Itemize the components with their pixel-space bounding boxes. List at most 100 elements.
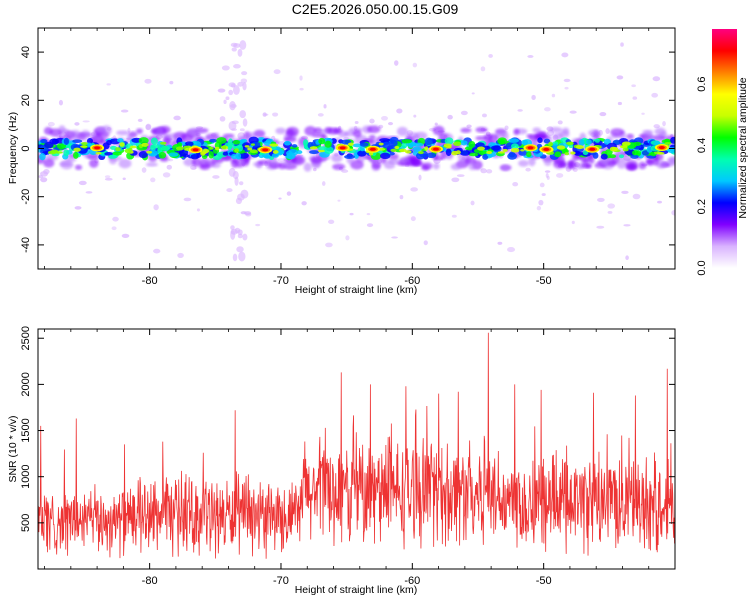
spectrogram-xlabel: Height of straight line (km) <box>295 284 418 296</box>
spectrogram-speckle <box>82 120 90 123</box>
spectrogram-halo <box>537 132 546 139</box>
spectrogram-speckle <box>223 99 227 105</box>
colorbar: 0.0 0.2 0.4 0.6 Normalized spectral amplitu… <box>696 29 749 276</box>
spectrogram-speckle <box>341 169 349 173</box>
spectrogram-accent <box>124 148 132 154</box>
spectrogram-speckle <box>616 75 624 80</box>
spectrogram-speckle <box>605 128 610 135</box>
spectrogram-accent <box>394 145 400 150</box>
spectrogram-core <box>382 141 391 149</box>
snr-ytick-label: 1500 <box>20 418 32 442</box>
spectrogram-core <box>554 151 562 158</box>
spectrogram-speckle <box>625 255 629 261</box>
spectrogram-halo <box>628 163 636 170</box>
spectrogram-speckle <box>599 112 607 117</box>
spectrogram-accent <box>486 150 493 155</box>
spectrogram-core <box>630 154 639 159</box>
spectrogram-speckle <box>177 252 184 259</box>
spectrogram-xtick-label: -80 <box>142 275 158 287</box>
spectrogram-core <box>594 138 600 143</box>
spectrogram-accent <box>347 142 354 146</box>
spectrogram-core <box>537 137 543 144</box>
spectrogram-core <box>263 154 271 159</box>
spectrogram-speckle <box>539 182 545 188</box>
spectrogram-speckle <box>551 93 556 98</box>
spectrogram-speckle <box>423 240 428 246</box>
spectrogram-core <box>150 137 158 145</box>
snr-ytick-label: 2500 <box>20 326 32 350</box>
spectrogram-streak <box>232 253 238 262</box>
spectrogram-core <box>209 138 218 143</box>
spectrogram-speckle <box>481 113 487 118</box>
spectrogram-halo <box>59 162 72 167</box>
spectrogram-speckle <box>277 158 286 162</box>
spectrogram-accent <box>119 142 125 147</box>
snr-ylabel: SNR (10 * v/v) <box>7 415 19 482</box>
spectrogram-speckle <box>137 118 143 123</box>
spectrogram-accent <box>390 148 397 152</box>
spectrogram-speckle <box>544 170 551 173</box>
spectrogram-core <box>632 150 639 156</box>
spectrogram-core <box>185 141 194 146</box>
spectrogram-core <box>445 148 452 156</box>
spectrogram-speckle <box>480 66 486 72</box>
spectrogram-speckle <box>451 177 460 183</box>
spectrogram-speckle <box>162 172 171 178</box>
spectrogram-accent <box>272 150 279 154</box>
spectrogram-streak <box>231 47 237 52</box>
spectrogram-speckle <box>456 174 465 178</box>
spectrogram-speckle <box>240 78 248 84</box>
spectrogram-speckle <box>541 193 546 196</box>
spectrogram-accent <box>368 152 374 156</box>
spectrogram-core <box>309 150 320 155</box>
spectrogram-streak <box>232 85 240 95</box>
spectrogram-halo <box>433 162 440 170</box>
spectrogram-core <box>104 152 114 156</box>
colorbar-scale <box>712 29 737 268</box>
spectrogram-streak <box>237 81 244 87</box>
spectrogram-core <box>72 151 79 159</box>
spectrogram-halo <box>483 133 493 141</box>
spectrogram-core <box>412 146 422 152</box>
spectrogram-core <box>344 154 355 159</box>
spectrogram-core <box>578 139 585 147</box>
spectrogram-speckle <box>273 69 281 75</box>
spectrogram-accent <box>115 147 121 152</box>
spectrogram-speckle <box>173 115 181 121</box>
spectrogram-speckle <box>631 84 636 88</box>
spectrogram-halo <box>212 132 220 138</box>
spectrogram-speckle <box>410 216 416 222</box>
spectrogram-speckle <box>447 114 453 120</box>
spectrogram-speckle <box>480 168 487 174</box>
spectrogram-ytick-label: 20 <box>20 94 32 106</box>
spectrogram-speckle <box>183 197 192 202</box>
spectrogram-accent <box>443 143 452 148</box>
spectrogram-halo <box>575 162 586 170</box>
spectrogram-speckle <box>460 110 468 116</box>
spectrogram-peak <box>339 146 346 150</box>
spectrogram-accent <box>250 143 255 146</box>
spectrogram-halo <box>49 128 62 137</box>
spectrogram-halo <box>200 157 212 166</box>
spectrogram-speckle <box>299 87 304 91</box>
spectrogram-speckle <box>337 199 341 202</box>
snr-ytick-label: 1000 <box>20 464 32 488</box>
snr-ytick-label: 2000 <box>20 372 32 396</box>
spectrogram-streak <box>228 121 237 131</box>
spectrogram-speckle <box>150 177 156 183</box>
spectrogram-speckle <box>632 193 641 200</box>
spectrogram-halo <box>616 159 627 169</box>
spectrogram-accent <box>609 146 617 152</box>
chart-title: C2E5.2026.050.00.15.G09 <box>292 1 459 17</box>
spectrogram-core <box>160 145 171 151</box>
spectrogram-speckle <box>486 169 493 174</box>
spectrogram-core <box>72 139 83 144</box>
spectrogram-core <box>401 139 413 144</box>
spectrogram-core <box>232 140 241 145</box>
spectrogram-halo <box>90 136 103 142</box>
spectrogram-halo <box>311 133 326 138</box>
spectrogram-core <box>63 137 70 145</box>
spectrogram-speckle <box>221 65 230 71</box>
spectrogram-streak <box>233 64 241 69</box>
spectrogram-core <box>318 137 326 145</box>
